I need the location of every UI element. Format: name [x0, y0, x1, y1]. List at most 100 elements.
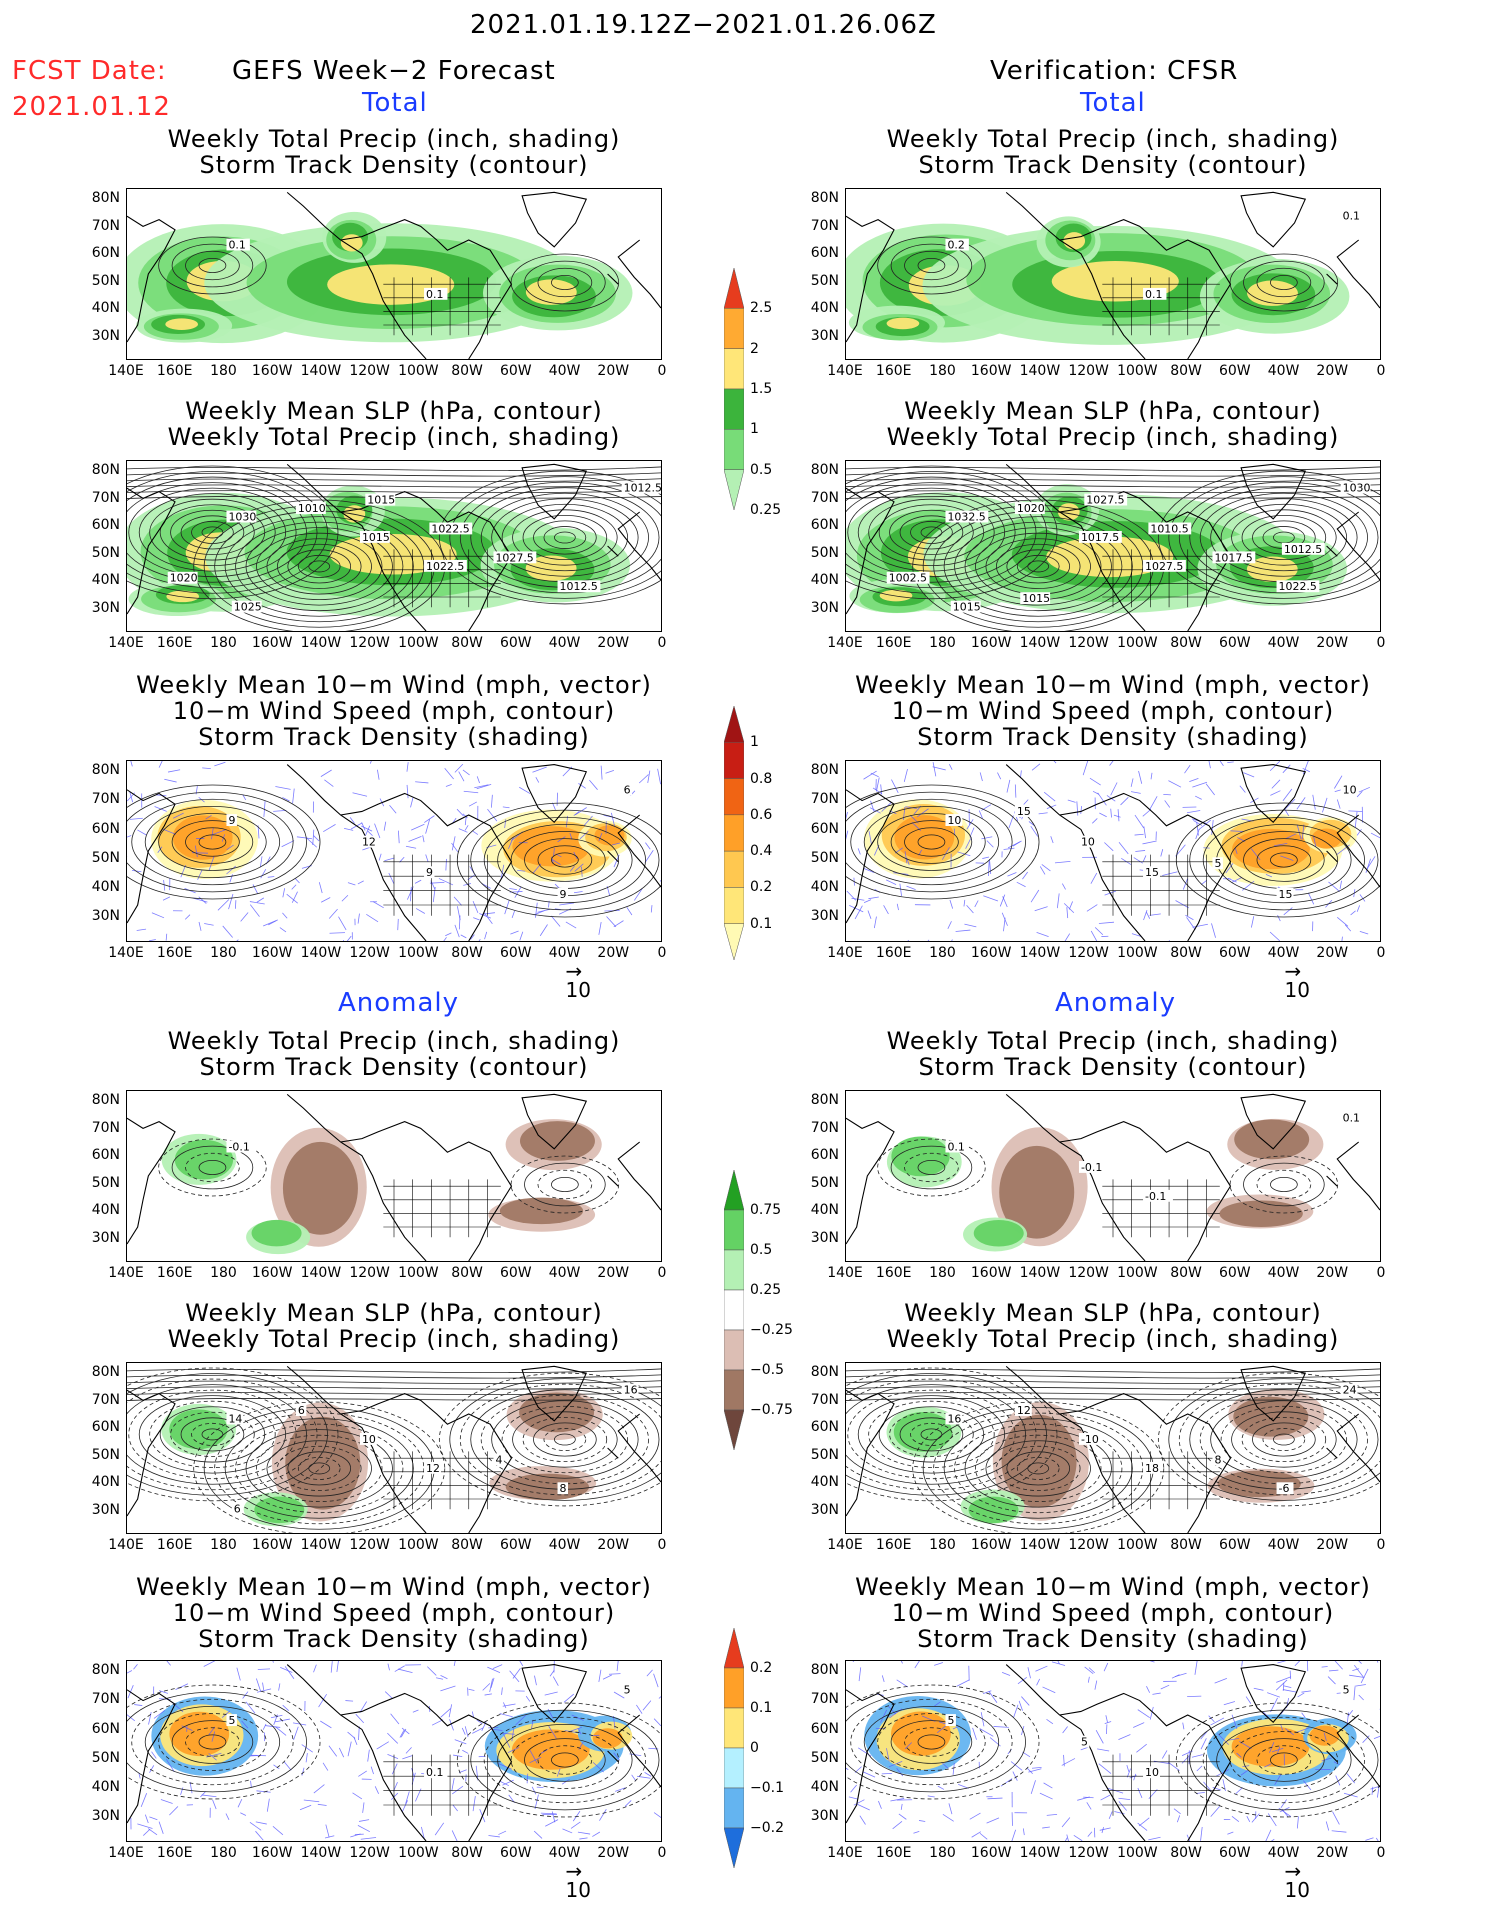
wind-vector [1095, 1730, 1104, 1744]
colorbar-label: 0.8 [750, 770, 773, 787]
vector-scale-value: 10 [565, 978, 591, 1002]
contour-label: 15 [1017, 805, 1031, 818]
wind-vector [1027, 1667, 1031, 1679]
contour-line [868, 1400, 995, 1469]
contour-line [917, 834, 946, 850]
wind-vector [1189, 778, 1199, 783]
contour-line [276, 1445, 362, 1491]
lat-label: 40N [810, 1779, 839, 1796]
wind-vector [1269, 761, 1281, 772]
contour-line [158, 1138, 267, 1197]
wind-vector [1231, 876, 1243, 883]
wind-vector [854, 905, 863, 920]
wind-vector [1354, 1664, 1364, 1678]
panel-title: Weekly Mean 10−m Wind (mph, vector) 10−m … [785, 1574, 1441, 1652]
contour-label-bg [365, 493, 396, 506]
contour-line [877, 1713, 986, 1771]
wind-vector [241, 1720, 249, 1729]
wind-vector [198, 896, 207, 904]
wind-vector [965, 836, 972, 849]
contour-label-bg [945, 1714, 956, 1726]
wind-vector [1023, 799, 1029, 805]
wind-vector [1337, 916, 1349, 927]
contour-label-bg [945, 510, 989, 523]
contour-label: 1017.5 [1214, 551, 1252, 564]
contour-label: 24 [1343, 1384, 1357, 1397]
lon-label: 140W [300, 363, 342, 379]
wind-vector [1186, 917, 1196, 931]
colorbar-swatch [723, 388, 745, 430]
contour-line [846, 791, 1026, 893]
contour-line [975, 1434, 1102, 1503]
coastline [1240, 1664, 1307, 1724]
wind-vector [1007, 840, 1022, 849]
wind-vector [462, 813, 468, 819]
lon-label: 160W [970, 1845, 1012, 1861]
contour-line [510, 1155, 620, 1214]
contour-label: 18 [1145, 1462, 1159, 1475]
wind-vector [1214, 1678, 1228, 1684]
wind-vector [472, 1795, 476, 1812]
wind-vector [610, 812, 615, 827]
wind-vector [1054, 861, 1071, 864]
lon-label: 120W [1068, 1537, 1109, 1553]
contour-label-bg [950, 600, 981, 613]
lon-label: 100W [1117, 945, 1158, 961]
contour-line [459, 1383, 661, 1496]
contour-line [201, 526, 224, 539]
lat-label: 60N [810, 1147, 839, 1163]
wind-vector [846, 830, 849, 840]
lon-label: 60W [1218, 635, 1251, 651]
lon-label: 160W [970, 1265, 1012, 1281]
wind-vector [291, 891, 298, 903]
wind-vector [573, 811, 580, 816]
wind-vector [1271, 779, 1281, 789]
lon-label: 100W [1117, 1265, 1158, 1281]
contour-line [510, 253, 620, 312]
wind-vector [282, 797, 290, 802]
contour-label-bg [945, 814, 963, 826]
wind-vector [519, 786, 531, 794]
wind-vector [888, 1760, 903, 1768]
lon-label: 100W [398, 635, 439, 651]
lat-label: 80N [91, 190, 120, 206]
lon-label: 20W [1316, 945, 1349, 961]
wind-vector [373, 901, 384, 909]
contour-label-bg [1078, 1433, 1103, 1445]
contour-line [846, 472, 1380, 477]
arrow-icon: → [1284, 959, 1302, 983]
wind-vector [1185, 914, 1194, 921]
shading-area [499, 1197, 584, 1225]
wind-vector [852, 1661, 855, 1663]
wind-vector [1211, 923, 1216, 938]
wind-vector [282, 1704, 289, 1712]
lat-label: 80N [91, 1662, 120, 1678]
wind-vector [410, 886, 412, 902]
wind-vector [1150, 772, 1153, 780]
wind-vector [631, 1774, 637, 1781]
colorbar-swatch [723, 1209, 745, 1251]
wind-vector [647, 770, 651, 783]
contour-line [287, 549, 352, 584]
wind-vector [1097, 1748, 1110, 1752]
wind-vector [406, 886, 414, 900]
wind-vector [988, 1690, 998, 1703]
wind-vector [1110, 782, 1118, 796]
wind-vector [293, 1726, 299, 1741]
wind-vector [562, 1828, 573, 1834]
contour-line [524, 260, 606, 305]
contour-line [943, 516, 1133, 617]
vector-scale-value: 10 [1284, 1878, 1310, 1902]
wind-vector [850, 1784, 857, 1793]
wind-vector [1297, 1692, 1305, 1698]
contour-line [127, 1386, 661, 1390]
right-column-title: Verification: CFSR [990, 56, 1239, 86]
wind-vector [487, 808, 498, 822]
shading-area [1311, 828, 1342, 849]
contour-line [889, 509, 974, 555]
wind-vector [211, 827, 214, 840]
wind-vector [451, 1777, 455, 1791]
contour-label: 5 [1343, 1683, 1350, 1696]
contour-label-bg [424, 866, 435, 879]
